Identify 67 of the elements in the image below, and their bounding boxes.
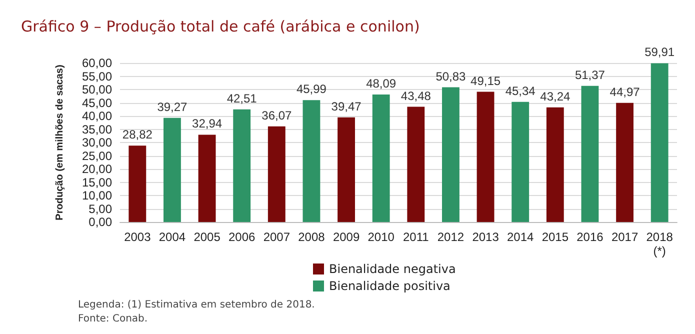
y-tick-label: 20,00 <box>82 162 112 176</box>
x-tick-label: 2018 (*) <box>646 230 674 258</box>
data-label: 28,82 <box>122 128 153 142</box>
bar <box>268 126 286 222</box>
data-label: 45,34 <box>505 84 536 98</box>
x-tick-label: 2005 <box>194 230 221 244</box>
y-tick-label: 40,00 <box>82 109 112 123</box>
chart-title: Gráfico 9 – Produção total de café (arábica e conilon) <box>21 18 420 36</box>
y-tick-label: 55,00 <box>82 69 112 84</box>
bar <box>372 94 390 222</box>
data-label: 45,99 <box>296 82 327 96</box>
data-label: 43,48 <box>400 88 432 103</box>
x-tick-label: 2004 <box>158 230 186 244</box>
bar <box>512 102 530 222</box>
bar <box>198 134 216 222</box>
data-label: 32,94 <box>192 116 222 131</box>
y-tick-label: 35,00 <box>82 122 112 136</box>
data-label: 42,51 <box>226 91 258 106</box>
x-tick-label: 2016 <box>576 230 604 244</box>
bar <box>650 63 668 222</box>
data-label: 51,37 <box>574 68 606 82</box>
x-tick-label: 2011 <box>403 230 430 244</box>
legend-label: Bienalidade negativa <box>329 262 456 276</box>
legend-label: Bienalidade positiva <box>329 279 450 293</box>
x-tick-label: 2014 <box>506 230 534 244</box>
y-tick-label: 5,00 <box>88 202 112 216</box>
bar <box>546 107 564 222</box>
data-label: 36,07 <box>262 108 292 122</box>
y-tick-label: 15,00 <box>82 175 112 190</box>
x-tick-label: 2008 <box>298 230 326 244</box>
bar <box>407 106 425 222</box>
y-tick-label: 45,00 <box>82 96 112 110</box>
data-label: 49,15 <box>470 74 501 88</box>
bar <box>302 100 320 222</box>
data-label: 59,91 <box>644 45 675 60</box>
x-tick-label: 2010 <box>368 230 395 244</box>
data-label: 39,27 <box>157 100 188 114</box>
y-tick-label: 60,00 <box>82 56 112 70</box>
x-tick-label: 2007 <box>263 230 290 244</box>
bar <box>581 86 599 222</box>
bar <box>128 146 146 222</box>
y-tick-label: 50,00 <box>82 82 112 96</box>
data-label: 43,24 <box>540 89 570 104</box>
bar <box>616 102 634 222</box>
x-tick-label: 2003 <box>124 230 152 244</box>
x-tick-label: 2017 <box>611 230 638 244</box>
bar <box>476 92 494 222</box>
data-label: 39,47 <box>331 99 362 114</box>
y-tick-label: 0,00 <box>88 215 112 229</box>
y-tick-label: 25,00 <box>82 148 112 163</box>
x-tick-label: 2009 <box>332 230 360 244</box>
data-label: 44,97 <box>610 84 640 99</box>
source-note: Fonte: Conab. <box>78 314 148 324</box>
x-tick-label: 2015 <box>542 230 569 244</box>
bar <box>233 109 251 222</box>
bar <box>442 87 460 222</box>
y-axis-title: Produção (em milhões de sacas) <box>54 64 66 220</box>
data-label: 50,83 <box>436 69 466 84</box>
bar <box>164 118 181 222</box>
text: Legenda: (1) Estimativa em setembro de 2018. <box>78 300 315 310</box>
y-tick-label: 10,00 <box>82 188 112 202</box>
x-tick-label: 2006 <box>228 230 256 244</box>
y-tick-label: 30,00 <box>82 136 112 150</box>
data-label: 48,09 <box>366 76 396 91</box>
bar <box>338 117 355 222</box>
x-tick-label: 2012 <box>437 230 464 244</box>
x-tick-label: 2013 <box>472 230 500 244</box>
